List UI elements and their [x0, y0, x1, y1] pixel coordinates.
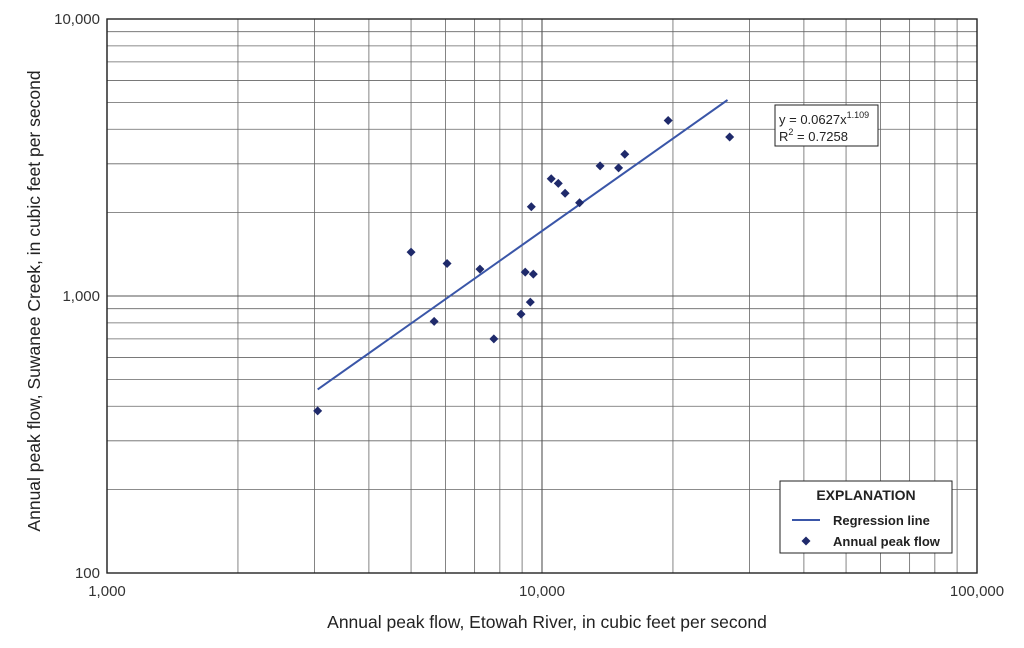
legend: EXPLANATION Regression line Annual peak …	[779, 480, 953, 554]
data-point	[725, 132, 735, 142]
legend-item-annual-peak-flow: Annual peak flow	[833, 534, 941, 549]
data-point	[553, 178, 563, 188]
y-tick-label: 10,000	[54, 11, 100, 28]
equation-box	[774, 104, 879, 147]
plot-frame	[106, 18, 978, 574]
equation-exponent: 1.109	[847, 110, 870, 120]
data-point	[614, 163, 624, 173]
data-point	[313, 406, 323, 416]
x-tick-label: 10,000	[519, 583, 565, 600]
data-point	[406, 247, 416, 257]
data-point	[663, 116, 673, 126]
x-axis-title: Annual peak flow, Etowah River, in cubic…	[327, 612, 767, 632]
x-tick-label: 1,000	[88, 583, 126, 600]
data-point	[560, 188, 570, 198]
y-tick-labels: 100 1,000 10,000	[54, 11, 100, 582]
data-point	[575, 198, 585, 208]
data-point	[620, 149, 630, 159]
data-points	[313, 116, 735, 416]
y-tick-label: 100	[75, 565, 100, 582]
data-point	[528, 269, 538, 279]
r-squared-text: R2 = 0.7258	[779, 127, 848, 144]
r2-value: = 0.7258	[793, 129, 848, 144]
equation-text: y = 0.0627x1.109	[779, 110, 869, 127]
legend-diamond-marker-icon	[801, 536, 811, 546]
y-tick-label: 1,000	[62, 288, 100, 305]
regression-line	[317, 99, 729, 391]
legend-title: EXPLANATION	[816, 487, 915, 503]
r2-prefix: R	[779, 129, 788, 144]
data-point	[546, 174, 556, 184]
data-point	[526, 202, 536, 212]
data-point	[525, 297, 535, 307]
x-tick-label: 100,000	[950, 583, 1004, 600]
data-point	[516, 309, 526, 319]
x-tick-labels: 1,000 10,000 100,000	[88, 583, 1004, 600]
equation-annotation: y = 0.0627x1.109 R2 = 0.7258	[774, 104, 879, 147]
equation-prefix: y = 0.0627x	[779, 112, 847, 127]
data-point	[429, 316, 439, 326]
legend-item-regression-line: Regression line	[833, 513, 930, 528]
data-point	[442, 259, 452, 269]
data-point	[520, 267, 530, 277]
data-point	[595, 161, 605, 171]
data-point	[475, 264, 485, 274]
y-axis-title: Annual peak flow, Suwanee Creek, in cubi…	[24, 70, 44, 531]
data-point	[489, 334, 499, 344]
r2-exponent: 2	[788, 127, 793, 137]
